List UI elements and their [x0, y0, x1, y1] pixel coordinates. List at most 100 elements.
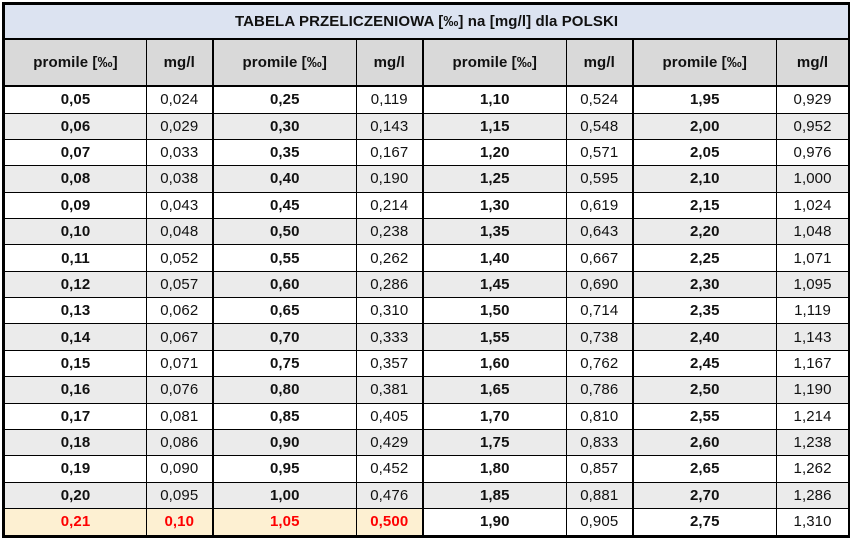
- table-row: 0,17 0,081 0,85 0,405 1,70 0,810 2,55 1,214: [3, 402, 850, 430]
- promile-cell: 0,07: [3, 138, 147, 167]
- mgl-cell: 0,081: [146, 402, 213, 430]
- promile-cell: 1,00: [211, 481, 357, 509]
- mgl-cell: 0,071: [146, 349, 213, 378]
- promile-cell: 0,85: [211, 402, 357, 430]
- promile-cell: 1,50: [421, 297, 567, 325]
- mgl-cell: 0,976: [775, 138, 850, 167]
- mgl-cell: 0,643: [566, 218, 633, 246]
- table-row: 0,09 0,043 0,45 0,214 1,30 0,619 2,15 1,024: [3, 191, 850, 220]
- mgl-cell: 0,810: [566, 402, 633, 430]
- mgl-cell: 0,057: [146, 270, 213, 299]
- promile-cell: 2,45: [631, 349, 777, 378]
- promile-cell: 0,13: [3, 297, 147, 325]
- promile-cell: 2,55: [631, 402, 777, 430]
- table-row: 0,20 0,095 1,00 0,476 1,85 0,881 2,70 1,286: [3, 481, 850, 509]
- mgl-cell: 0,595: [566, 165, 633, 193]
- mgl-cell: 1,143: [775, 323, 850, 351]
- col-header-mgl-3: mg/l: [566, 38, 633, 87]
- mgl-cell: 1,071: [775, 244, 850, 272]
- promile-cell: 2,20: [631, 218, 777, 246]
- promile-cell: 0,21: [3, 507, 147, 538]
- mgl-cell: 0,381: [356, 376, 423, 404]
- promile-cell: 0,95: [211, 455, 357, 483]
- promile-cell: 2,65: [631, 455, 777, 483]
- promile-cell: 1,90: [421, 507, 567, 538]
- mgl-cell: 0,076: [146, 376, 213, 404]
- promile-cell: 2,00: [631, 112, 777, 140]
- mgl-cell: 0,667: [566, 244, 633, 272]
- promile-cell: 0,20: [3, 481, 147, 509]
- mgl-cell: 0,238: [356, 218, 423, 246]
- mgl-cell: 0,029: [146, 112, 213, 140]
- mgl-cell: 0,762: [566, 349, 633, 378]
- promile-cell: 1,45: [421, 270, 567, 299]
- mgl-cell: 1,000: [775, 165, 850, 193]
- table-title: TABELA PRZELICZENIOWA [‰] na [mg/l] dla …: [2, 3, 850, 40]
- mgl-cell: 1,310: [775, 507, 850, 538]
- mgl-cell: 0,405: [356, 402, 423, 430]
- mgl-cell: 0,190: [356, 165, 423, 193]
- mgl-cell: 1,095: [775, 270, 850, 299]
- promile-cell: 0,80: [211, 376, 357, 404]
- promile-cell: 0,17: [3, 402, 147, 430]
- mgl-cell: 0,067: [146, 323, 213, 351]
- promile-cell: 2,75: [631, 507, 777, 538]
- col-header-mgl-4: mg/l: [775, 38, 850, 87]
- promile-cell: 1,30: [421, 191, 567, 220]
- title-row: TABELA PRZELICZENIOWA [‰] na [mg/l] dla …: [2, 3, 850, 40]
- table-row: 0,21 0,10 1,05 0,500 1,90 0,905 2,75 1,310: [3, 507, 850, 538]
- table-row: 0,16 0,076 0,80 0,381 1,65 0,786 2,50 1,190: [3, 376, 850, 404]
- mgl-cell: 0,476: [356, 481, 423, 509]
- promile-cell: 2,50: [631, 376, 777, 404]
- promile-cell: 1,20: [421, 138, 567, 167]
- promile-cell: 1,55: [421, 323, 567, 351]
- promile-cell: 0,90: [211, 428, 357, 457]
- mgl-cell: 0,500: [356, 507, 423, 538]
- mgl-cell: 0,119: [356, 85, 423, 114]
- mgl-cell: 0,905: [566, 507, 633, 538]
- promile-cell: 0,50: [211, 218, 357, 246]
- promile-cell: 0,08: [3, 165, 147, 193]
- promile-cell: 1,35: [421, 218, 567, 246]
- promile-cell: 2,30: [631, 270, 777, 299]
- promile-cell: 0,19: [3, 455, 147, 483]
- promile-cell: 1,15: [421, 112, 567, 140]
- promile-cell: 0,75: [211, 349, 357, 378]
- promile-cell: 1,85: [421, 481, 567, 509]
- promile-cell: 0,05: [3, 85, 147, 114]
- promile-cell: 0,15: [3, 349, 147, 378]
- promile-cell: 2,40: [631, 323, 777, 351]
- mgl-cell: 0,619: [566, 191, 633, 220]
- table-row: 0,10 0,048 0,50 0,238 1,35 0,643 2,20 1,048: [3, 218, 850, 246]
- mgl-cell: 1,119: [775, 297, 850, 325]
- mgl-cell: 0,262: [356, 244, 423, 272]
- promile-cell: 0,12: [3, 270, 147, 299]
- mgl-cell: 0,143: [356, 112, 423, 140]
- mgl-cell: 0,952: [775, 112, 850, 140]
- promile-cell: 0,14: [3, 323, 147, 351]
- mgl-cell: 1,024: [775, 191, 850, 220]
- promile-cell: 0,60: [211, 270, 357, 299]
- col-header-promile-3: promile [‰]: [421, 38, 567, 87]
- mgl-cell: 0,167: [356, 138, 423, 167]
- promile-cell: 0,10: [3, 218, 147, 246]
- mgl-cell: 0,086: [146, 428, 213, 457]
- mgl-cell: 0,038: [146, 165, 213, 193]
- table-row: 0,12 0,057 0,60 0,286 1,45 0,690 2,30 1,095: [3, 270, 850, 299]
- mgl-cell: 0,048: [146, 218, 213, 246]
- table-row: 0,14 0,067 0,70 0,333 1,55 0,738 2,40 1,143: [3, 323, 850, 351]
- promile-cell: 1,60: [421, 349, 567, 378]
- mgl-cell: 0,738: [566, 323, 633, 351]
- mgl-cell: 0,548: [566, 112, 633, 140]
- mgl-cell: 0,429: [356, 428, 423, 457]
- table-row: 0,15 0,071 0,75 0,357 1,60 0,762 2,45 1,167: [3, 349, 850, 378]
- mgl-cell: 0,333: [356, 323, 423, 351]
- promile-cell: 0,11: [3, 244, 147, 272]
- col-header-promile-1: promile [‰]: [3, 38, 147, 87]
- promile-cell: 0,09: [3, 191, 147, 220]
- mgl-cell: 0,690: [566, 270, 633, 299]
- promile-cell: 2,10: [631, 165, 777, 193]
- promile-cell: 1,40: [421, 244, 567, 272]
- promile-cell: 0,40: [211, 165, 357, 193]
